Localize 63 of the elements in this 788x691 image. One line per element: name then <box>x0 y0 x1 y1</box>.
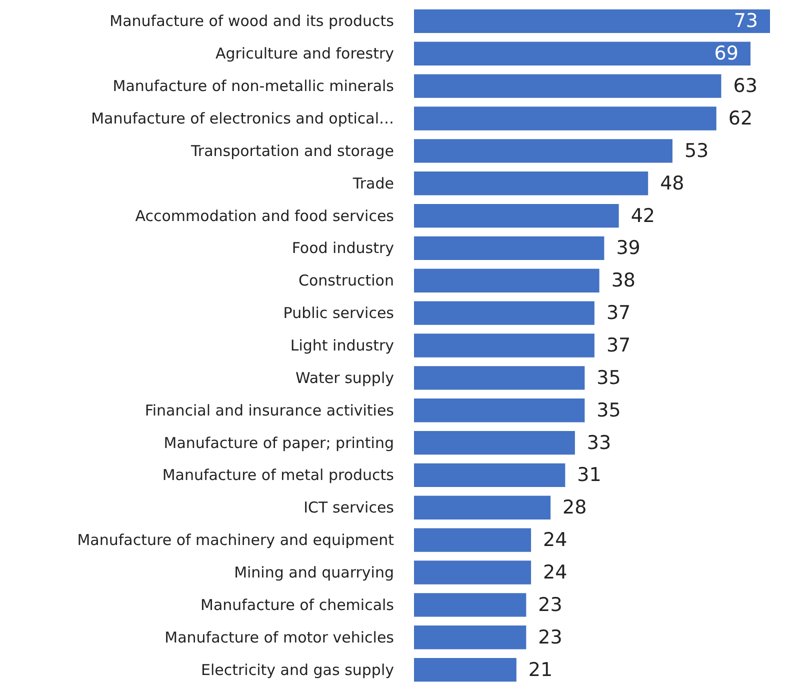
bar <box>414 9 770 34</box>
data-label: 28 <box>562 496 587 519</box>
data-label: 48 <box>660 172 684 194</box>
bar <box>414 301 594 325</box>
y-tick-label: Accommodation and food services <box>135 206 394 225</box>
y-tick-label: Food industry <box>292 239 394 258</box>
y-tick-label: Financial and insurance activities <box>144 401 394 420</box>
data-label: 62 <box>728 108 753 130</box>
bar <box>414 334 594 358</box>
y-tick-label: Manufacture of non-metallic minerals <box>112 77 394 96</box>
bar <box>414 42 750 66</box>
y-tick-label: Electricity and gas supply <box>201 660 394 679</box>
data-label: 24 <box>543 562 568 584</box>
y-tick-label: Manufacture of metal products <box>162 466 394 484</box>
data-label: 37 <box>606 334 631 356</box>
bar <box>414 106 716 130</box>
bar <box>414 172 648 196</box>
data-label: 53 <box>684 140 709 162</box>
bar <box>414 593 526 617</box>
y-tick-label: Manufacture of electronics and optical… <box>91 110 394 128</box>
y-tick-label: Light industry <box>290 336 394 354</box>
data-label: 39 <box>616 237 640 260</box>
data-label: 63 <box>733 75 758 98</box>
data-label: 69 <box>714 42 738 65</box>
bar <box>414 430 575 455</box>
y-tick-label: Manufacture of motor vehicles <box>164 628 394 646</box>
y-tick-label: Manufacture of chemicals <box>200 596 394 614</box>
data-label: 42 <box>630 204 656 227</box>
data-label: 23 <box>538 626 562 648</box>
bar <box>414 658 516 682</box>
y-tick-label: Transportation and storage <box>190 142 394 160</box>
data-label: 38 <box>611 270 636 292</box>
y-tick-label: Construction <box>298 272 394 290</box>
data-label: 73 <box>734 10 758 32</box>
y-tick-label: Public services <box>283 304 394 322</box>
y-tick-label: Manufacture of paper; printing <box>164 434 394 452</box>
bar <box>414 204 619 228</box>
bar <box>414 268 600 292</box>
bar <box>414 366 585 390</box>
data-label: 24 <box>543 529 568 552</box>
data-label: 35 <box>596 399 621 422</box>
bar <box>414 398 585 422</box>
data-label: 35 <box>596 366 621 389</box>
y-tick-label: Manufacture of machinery and equipment <box>77 531 394 550</box>
bar <box>414 139 672 163</box>
data-label: 31 <box>577 464 602 486</box>
y-tick-label: Agriculture and forestry <box>215 44 394 63</box>
y-tick-label: Manufacture of wood and its products <box>110 12 394 30</box>
y-tick-label: Mining and quarrying <box>234 564 394 582</box>
bar <box>414 463 566 488</box>
bar <box>414 528 532 552</box>
data-label: 23 <box>538 594 562 616</box>
bar <box>414 236 604 260</box>
data-label: 21 <box>528 658 553 681</box>
bar <box>414 560 532 584</box>
y-tick-label: Water supply <box>295 368 394 387</box>
bar <box>414 496 551 520</box>
data-label: 33 <box>586 432 612 454</box>
bar <box>414 74 722 98</box>
y-tick-label: Trade <box>352 174 394 192</box>
y-tick-label: ICT services <box>304 498 394 517</box>
data-label: 37 <box>606 302 631 324</box>
bar <box>414 626 526 650</box>
